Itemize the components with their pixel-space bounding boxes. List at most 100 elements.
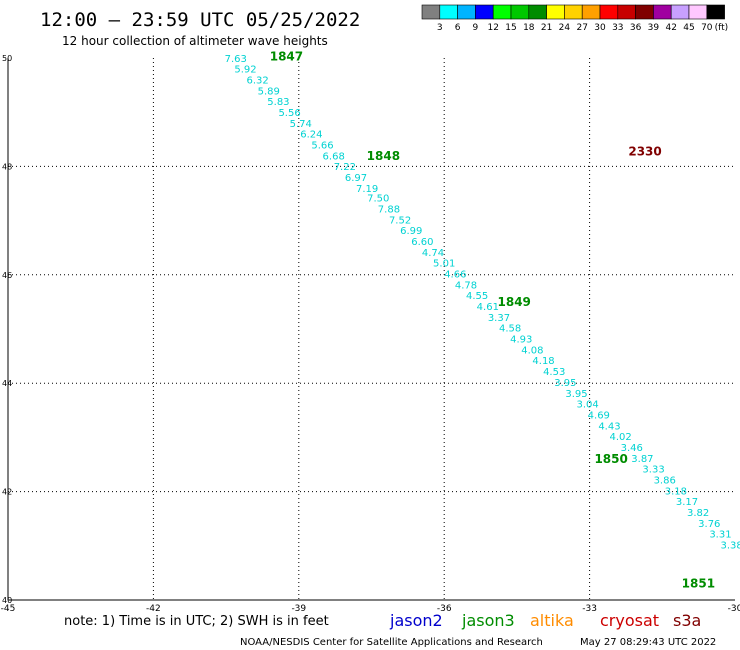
swh-value-label: 6.68 [323, 151, 345, 162]
swh-value-label: 6.24 [300, 130, 322, 141]
x-tick-label: -36 [437, 604, 452, 614]
swh-value-label: 3.82 [687, 508, 709, 519]
scale-swatch [492, 4, 512, 20]
x-tick-label: -30 [728, 604, 740, 614]
scale-swatch [564, 4, 583, 20]
scale-level-label: 33 [612, 23, 623, 33]
swh-value-label: 7.88 [378, 204, 400, 215]
swh-value-label: 3.38 [720, 541, 740, 552]
swh-value-label: 3.95 [565, 389, 587, 400]
swh-value-label: 4.08 [521, 345, 543, 356]
scale-level-label: 9 [473, 23, 479, 33]
swh-value-label: 5.83 [267, 97, 289, 108]
swh-value-label: 6.99 [400, 226, 422, 237]
swh-value-label: 3.86 [654, 475, 676, 486]
scale-swatch [599, 4, 619, 20]
swh-value-label: 3.87 [631, 454, 653, 465]
scale-swatch [457, 4, 476, 20]
x-tick-label: -33 [582, 604, 597, 614]
swh-value-label: 3.76 [698, 519, 720, 530]
satellite-legend: jason2 jason3 altika cryosat s3a [389, 611, 701, 630]
scale-level-label: 27 [576, 23, 587, 33]
y-tick-label: 50 [2, 54, 12, 63]
scale-swatch [546, 4, 565, 20]
swh-value-label: 4.61 [477, 302, 499, 313]
chart-subtitle: 12 hour collection of altimeter wave hei… [62, 34, 328, 48]
scale-level-label: 21 [541, 23, 552, 33]
pass-time-label: 1847 [270, 50, 303, 64]
color-scale: 3 6 9 12 15 18 21 24 27 30 33 36 39 42 45 70 (ft) [421, 4, 729, 33]
footer-note: note: 1) Time is in UTC; 2) SWH is in fe… [64, 614, 329, 629]
scale-level-label: 45 [683, 23, 694, 33]
swh-value-label: 3.17 [676, 497, 698, 508]
swh-value-label: 3.18 [665, 486, 687, 497]
swh-value-label: 5.74 [290, 119, 312, 130]
footer-timestamp: May 27 08:29:43 UTC 2022 [580, 637, 716, 648]
swh-value-label: 7.50 [367, 194, 389, 205]
grid [8, 58, 735, 600]
x-tick-label: -42 [146, 604, 161, 614]
swh-value-label: 4.58 [499, 324, 521, 335]
y-tick-label: 40 [2, 596, 12, 605]
pass-time-label: 1848 [367, 149, 400, 163]
footer: note: 1) Time is in UTC; 2) SWH is in fe… [64, 611, 716, 648]
scale-swatch [706, 4, 725, 20]
swh-value-label: 3.33 [642, 465, 664, 476]
swh-value-label: 4.02 [609, 432, 631, 443]
swh-value-label: 3.31 [709, 530, 731, 541]
scale-swatch [688, 4, 708, 20]
axis-ticks: -45 -42 -39 -36 -33 -30 40 42 44 46 48 50 [1, 54, 740, 614]
swh-value-label: 4.78 [455, 280, 477, 291]
swh-value-label: 7.22 [334, 162, 356, 173]
scale-swatch [439, 4, 458, 20]
swh-value-label: 7.63 [225, 54, 247, 65]
scale-level-label: 18 [523, 23, 535, 33]
swh-value-label: 4.18 [532, 356, 554, 367]
legend-entry-cryosat: cryosat [600, 611, 659, 630]
scale-level-label: 6 [455, 23, 461, 33]
plot-area [7, 58, 735, 601]
y-tick-label: 46 [2, 271, 12, 280]
swh-value-label: 7.52 [389, 215, 411, 226]
scale-level-label: 24 [559, 23, 571, 33]
scale-level-label: 42 [665, 23, 676, 33]
legend-entry-altika: altika [530, 611, 574, 630]
scale-level-label: 70 [701, 23, 713, 33]
scale-swatch [475, 4, 494, 20]
swh-value-label: 4.43 [598, 421, 620, 432]
scale-level-label: 36 [630, 23, 642, 33]
scale-unit-label: (ft) [715, 23, 729, 33]
pass-time-label: 1850 [594, 452, 627, 466]
swh-value-label: 5.56 [278, 108, 300, 119]
swh-value-label: 4.55 [466, 291, 488, 302]
pass-time-label: 1849 [498, 295, 531, 309]
legend-entry-jason2: jason2 [389, 611, 443, 630]
swh-value-label: 5.89 [258, 86, 280, 97]
y-tick-label: 42 [2, 488, 12, 497]
data-points: 7.635.926.325.895.835.565.746.245.666.68… [225, 54, 740, 552]
pass-time-label: 2330 [628, 145, 661, 159]
swh-value-label: 4.74 [422, 248, 444, 259]
legend-entry-jason3: jason3 [461, 611, 515, 630]
swh-value-label: 5.66 [311, 141, 333, 152]
scale-swatch [635, 4, 654, 20]
scale-level-label: 12 [487, 23, 498, 33]
x-tick-label: -45 [1, 604, 16, 614]
scale-swatch [421, 4, 441, 20]
swh-value-label: 4.93 [510, 335, 532, 346]
scale-level-label: 39 [648, 23, 660, 33]
scale-swatch [617, 4, 636, 20]
swh-value-label: 5.01 [433, 259, 455, 270]
scale-level-label: 3 [437, 23, 443, 33]
swh-value-label: 6.60 [411, 237, 433, 248]
time-labels: 1847 1848 1849 1850 1851 2330 [270, 50, 715, 591]
swh-value-label: 4.53 [543, 367, 565, 378]
pass-time-label: 1851 [682, 577, 715, 591]
swh-value-label: 3.95 [554, 378, 576, 389]
scale-swatch [581, 4, 601, 20]
swh-value-label: 6.32 [246, 75, 268, 86]
chart-title: 12:00 – 23:59 UTC 05/25/2022 [40, 9, 360, 31]
footer-credit: NOAA/NESDIS Center for Satellite Applica… [240, 637, 543, 648]
scale-swatch [670, 4, 690, 20]
